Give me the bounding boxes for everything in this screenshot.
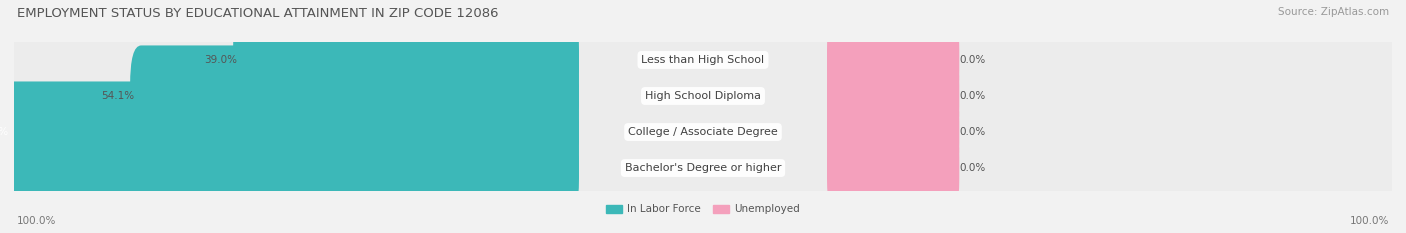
Text: 0.0%: 0.0% bbox=[959, 127, 986, 137]
FancyBboxPatch shape bbox=[827, 9, 959, 110]
Text: EMPLOYMENT STATUS BY EDUCATIONAL ATTAINMENT IN ZIP CODE 12086: EMPLOYMENT STATUS BY EDUCATIONAL ATTAINM… bbox=[17, 7, 498, 20]
Text: 54.1%: 54.1% bbox=[101, 91, 134, 101]
FancyBboxPatch shape bbox=[827, 82, 959, 182]
Text: 0.0%: 0.0% bbox=[959, 163, 986, 173]
FancyBboxPatch shape bbox=[0, 41, 1406, 223]
FancyBboxPatch shape bbox=[0, 117, 579, 219]
FancyBboxPatch shape bbox=[0, 77, 1406, 233]
Text: 0.0%: 0.0% bbox=[959, 55, 986, 65]
Text: Source: ZipAtlas.com: Source: ZipAtlas.com bbox=[1278, 7, 1389, 17]
Text: 81.4%: 81.4% bbox=[0, 127, 8, 137]
Legend: In Labor Force, Unemployed: In Labor Force, Unemployed bbox=[602, 200, 804, 219]
Text: High School Diploma: High School Diploma bbox=[645, 91, 761, 101]
Text: 100.0%: 100.0% bbox=[17, 216, 56, 226]
Text: 0.0%: 0.0% bbox=[959, 91, 986, 101]
FancyBboxPatch shape bbox=[0, 0, 1406, 151]
Text: College / Associate Degree: College / Associate Degree bbox=[628, 127, 778, 137]
FancyBboxPatch shape bbox=[0, 5, 1406, 187]
FancyBboxPatch shape bbox=[827, 45, 959, 147]
FancyBboxPatch shape bbox=[131, 45, 579, 147]
FancyBboxPatch shape bbox=[827, 117, 959, 219]
Text: Bachelor's Degree or higher: Bachelor's Degree or higher bbox=[624, 163, 782, 173]
Text: Less than High School: Less than High School bbox=[641, 55, 765, 65]
FancyBboxPatch shape bbox=[0, 82, 579, 182]
FancyBboxPatch shape bbox=[233, 9, 579, 110]
Text: 39.0%: 39.0% bbox=[204, 55, 238, 65]
Text: 100.0%: 100.0% bbox=[1350, 216, 1389, 226]
